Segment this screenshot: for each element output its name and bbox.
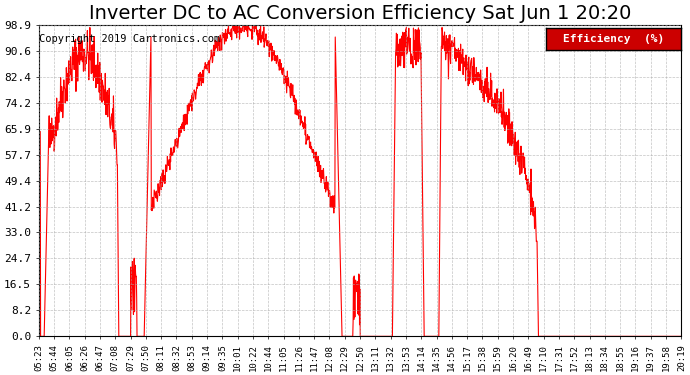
Title: Inverter DC to AC Conversion Efficiency Sat Jun 1 20:20: Inverter DC to AC Conversion Efficiency … <box>89 4 631 23</box>
Text: Copyright 2019 Cartronics.com: Copyright 2019 Cartronics.com <box>39 34 221 44</box>
